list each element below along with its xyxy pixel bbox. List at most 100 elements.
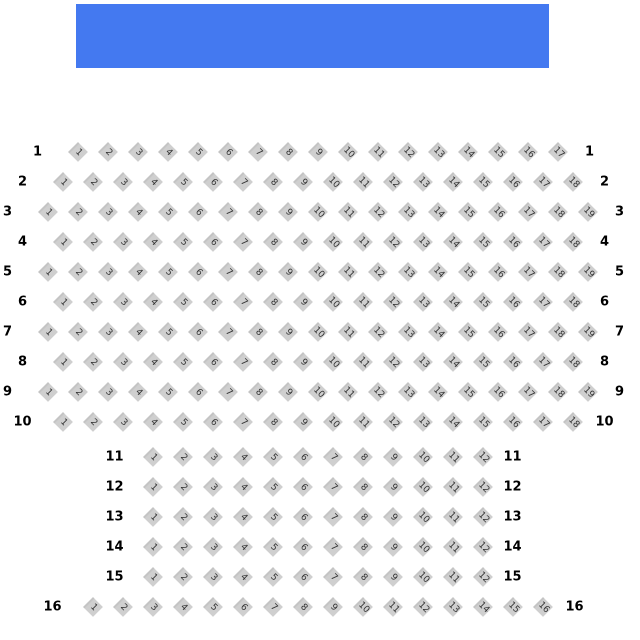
seat[interactable]: 8 bbox=[247, 202, 268, 222]
seat[interactable]: 12 bbox=[367, 382, 388, 402]
seat[interactable]: 16 bbox=[487, 382, 508, 402]
seat[interactable]: 4 bbox=[232, 447, 253, 467]
seat[interactable]: 5 bbox=[157, 262, 178, 282]
seat[interactable]: 12 bbox=[382, 352, 403, 372]
seat[interactable]: 8 bbox=[292, 597, 313, 617]
seat[interactable]: 1 bbox=[142, 567, 163, 587]
seat[interactable]: 3 bbox=[202, 447, 223, 467]
seat[interactable]: 6 bbox=[202, 172, 223, 192]
seat[interactable]: 6 bbox=[187, 382, 208, 402]
seat[interactable]: 7 bbox=[322, 477, 343, 497]
seat[interactable]: 17 bbox=[517, 322, 538, 342]
seat[interactable]: 9 bbox=[382, 567, 403, 587]
seat[interactable]: 19 bbox=[577, 322, 598, 342]
seat[interactable]: 12 bbox=[412, 597, 433, 617]
seat[interactable]: 1 bbox=[142, 507, 163, 527]
seat[interactable]: 10 bbox=[412, 447, 433, 467]
seat[interactable]: 8 bbox=[277, 142, 298, 162]
seat[interactable]: 2 bbox=[112, 597, 133, 617]
seat[interactable]: 3 bbox=[112, 292, 133, 312]
seat[interactable]: 1 bbox=[142, 537, 163, 557]
seat[interactable]: 8 bbox=[262, 352, 283, 372]
seat[interactable]: 11 bbox=[442, 447, 463, 467]
seat[interactable]: 10 bbox=[322, 412, 343, 432]
seat[interactable]: 5 bbox=[157, 382, 178, 402]
seat[interactable]: 5 bbox=[262, 507, 283, 527]
seat[interactable]: 3 bbox=[127, 142, 148, 162]
seat[interactable]: 1 bbox=[37, 262, 58, 282]
seat[interactable]: 8 bbox=[262, 172, 283, 192]
seat[interactable]: 2 bbox=[172, 447, 193, 467]
seat[interactable]: 17 bbox=[517, 262, 538, 282]
seat[interactable]: 11 bbox=[442, 567, 463, 587]
seat[interactable]: 15 bbox=[472, 172, 493, 192]
seat[interactable]: 4 bbox=[142, 352, 163, 372]
seat[interactable]: 16 bbox=[502, 232, 523, 252]
seat[interactable]: 3 bbox=[202, 537, 223, 557]
seat[interactable]: 16 bbox=[487, 202, 508, 222]
seat[interactable]: 2 bbox=[82, 352, 103, 372]
seat[interactable]: 6 bbox=[217, 142, 238, 162]
seat[interactable]: 10 bbox=[352, 597, 373, 617]
seat[interactable]: 1 bbox=[37, 322, 58, 342]
seat[interactable]: 8 bbox=[262, 232, 283, 252]
seat[interactable]: 19 bbox=[577, 382, 598, 402]
seat[interactable]: 13 bbox=[412, 352, 433, 372]
seat[interactable]: 2 bbox=[67, 382, 88, 402]
seat[interactable]: 18 bbox=[562, 352, 583, 372]
seat[interactable]: 5 bbox=[262, 537, 283, 557]
seat[interactable]: 12 bbox=[367, 202, 388, 222]
seat[interactable]: 11 bbox=[337, 202, 358, 222]
seat[interactable]: 4 bbox=[157, 142, 178, 162]
seat[interactable]: 5 bbox=[262, 477, 283, 497]
seat[interactable]: 1 bbox=[37, 202, 58, 222]
seat[interactable]: 5 bbox=[172, 292, 193, 312]
seat[interactable]: 17 bbox=[532, 232, 553, 252]
seat[interactable]: 11 bbox=[442, 477, 463, 497]
seat[interactable]: 9 bbox=[292, 412, 313, 432]
seat[interactable]: 3 bbox=[112, 232, 133, 252]
seat[interactable]: 15 bbox=[457, 322, 478, 342]
seat[interactable]: 2 bbox=[67, 202, 88, 222]
seat[interactable]: 11 bbox=[352, 292, 373, 312]
seat[interactable]: 11 bbox=[442, 507, 463, 527]
seat[interactable]: 11 bbox=[352, 412, 373, 432]
seat[interactable]: 6 bbox=[187, 202, 208, 222]
seat[interactable]: 16 bbox=[502, 172, 523, 192]
seat[interactable]: 9 bbox=[382, 507, 403, 527]
seat[interactable]: 13 bbox=[427, 142, 448, 162]
seat[interactable]: 12 bbox=[367, 322, 388, 342]
seat[interactable]: 14 bbox=[442, 292, 463, 312]
seat[interactable]: 18 bbox=[562, 292, 583, 312]
seat[interactable]: 2 bbox=[172, 537, 193, 557]
seat[interactable]: 17 bbox=[547, 142, 568, 162]
seat[interactable]: 11 bbox=[337, 262, 358, 282]
seat[interactable]: 13 bbox=[412, 412, 433, 432]
seat[interactable]: 18 bbox=[547, 262, 568, 282]
seat[interactable]: 6 bbox=[202, 412, 223, 432]
seat[interactable]: 18 bbox=[562, 172, 583, 192]
seat[interactable]: 4 bbox=[127, 322, 148, 342]
seat[interactable]: 7 bbox=[262, 597, 283, 617]
seat[interactable]: 8 bbox=[247, 262, 268, 282]
seat[interactable]: 3 bbox=[112, 172, 133, 192]
seat[interactable]: 9 bbox=[292, 172, 313, 192]
seat[interactable]: 12 bbox=[472, 477, 493, 497]
seat[interactable]: 10 bbox=[307, 322, 328, 342]
seat[interactable]: 7 bbox=[232, 292, 253, 312]
seat[interactable]: 2 bbox=[82, 292, 103, 312]
seat[interactable]: 17 bbox=[532, 352, 553, 372]
seat[interactable]: 14 bbox=[442, 232, 463, 252]
seat[interactable]: 1 bbox=[142, 477, 163, 497]
seat[interactable]: 3 bbox=[112, 412, 133, 432]
seat[interactable]: 12 bbox=[472, 507, 493, 527]
seat[interactable]: 6 bbox=[292, 537, 313, 557]
seat[interactable]: 4 bbox=[127, 202, 148, 222]
seat[interactable]: 10 bbox=[412, 537, 433, 557]
seat[interactable]: 14 bbox=[427, 382, 448, 402]
seat[interactable]: 17 bbox=[532, 412, 553, 432]
seat[interactable]: 14 bbox=[427, 202, 448, 222]
seat[interactable]: 8 bbox=[352, 477, 373, 497]
seat[interactable]: 9 bbox=[277, 382, 298, 402]
seat[interactable]: 13 bbox=[397, 382, 418, 402]
